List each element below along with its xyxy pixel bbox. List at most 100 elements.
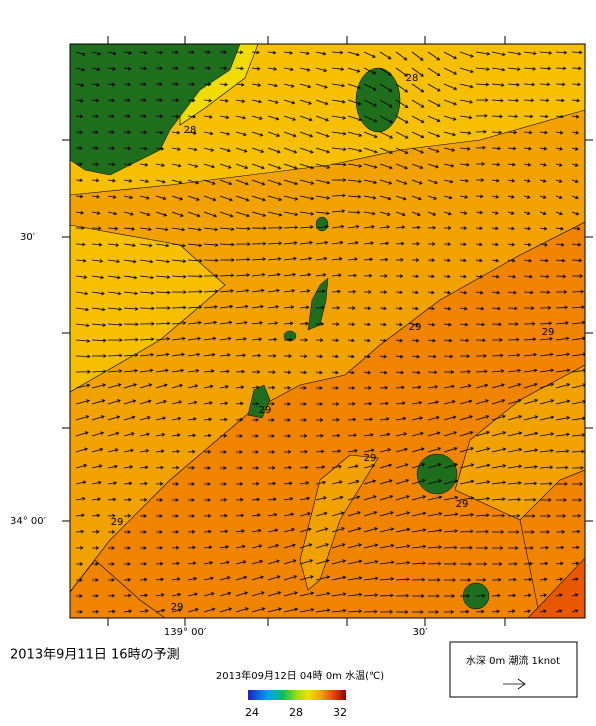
current-arrow — [395, 211, 406, 217]
current-arrow — [123, 546, 131, 550]
current-arrow — [219, 607, 233, 613]
current-arrow — [171, 465, 180, 470]
current-arrow — [123, 383, 137, 389]
current-arrow — [315, 211, 330, 216]
current-arrow — [187, 545, 196, 550]
current-arrow — [155, 383, 168, 389]
current-arrow — [299, 289, 311, 293]
current-arrow — [555, 226, 564, 231]
current-arrow — [235, 529, 245, 533]
current-arrow — [187, 352, 201, 357]
current-arrow — [363, 322, 371, 327]
current-arrow — [219, 545, 230, 549]
current-arrow — [491, 83, 505, 87]
current-arrow — [315, 305, 325, 310]
current-arrow — [187, 66, 195, 71]
current-arrow — [283, 512, 295, 517]
current-arrow — [251, 544, 263, 549]
current-arrow — [443, 51, 458, 60]
current-arrow — [219, 497, 228, 502]
current-arrow — [491, 98, 504, 103]
current-arrow — [523, 609, 531, 614]
current-arrow — [187, 368, 200, 373]
current-arrow — [363, 479, 377, 485]
current-arrow — [363, 448, 375, 453]
current-arrow — [107, 513, 116, 518]
current-arrow — [571, 50, 583, 55]
current-arrow — [91, 82, 100, 87]
current-arrow — [363, 179, 378, 185]
current-arrow — [539, 162, 547, 167]
current-arrow — [411, 147, 424, 154]
current-arrow — [235, 226, 251, 231]
current-arrow — [443, 322, 452, 327]
current-arrow — [91, 354, 107, 358]
current-arrow — [331, 511, 345, 517]
current-arrow — [427, 415, 440, 421]
current-arrow — [171, 259, 187, 264]
current-arrow — [523, 431, 539, 437]
current-arrow — [539, 226, 548, 231]
current-arrow — [155, 163, 165, 168]
current-arrow — [75, 447, 88, 453]
current-arrow — [171, 368, 185, 373]
current-arrow — [299, 496, 311, 501]
current-arrow — [251, 257, 267, 262]
current-arrow — [539, 481, 553, 486]
current-arrow — [187, 274, 203, 279]
current-arrow — [379, 609, 394, 614]
current-arrow — [235, 544, 246, 549]
current-arrow — [507, 130, 518, 135]
current-arrow — [171, 98, 180, 103]
current-arrow — [395, 479, 410, 485]
current-arrow — [139, 50, 148, 55]
current-arrow — [331, 495, 344, 501]
current-arrow — [187, 576, 198, 581]
current-arrow — [395, 354, 404, 359]
current-arrow — [171, 147, 181, 151]
current-arrow — [555, 50, 568, 55]
current-arrow — [427, 610, 439, 614]
current-arrow — [251, 607, 266, 613]
current-arrow — [155, 577, 164, 582]
current-arrow — [235, 337, 247, 341]
current-arrow — [411, 115, 425, 123]
current-arrow — [251, 99, 262, 104]
current-arrow — [555, 449, 570, 454]
current-arrow — [475, 593, 486, 598]
current-arrow — [475, 82, 490, 87]
current-arrow — [283, 543, 296, 549]
current-arrow — [155, 432, 166, 437]
current-arrow — [379, 225, 391, 229]
current-arrow — [411, 416, 424, 421]
current-arrow — [475, 194, 484, 199]
current-arrow — [155, 306, 171, 310]
current-arrow — [283, 179, 299, 186]
current-arrow — [219, 242, 235, 247]
current-arrow — [203, 304, 218, 309]
current-arrow — [235, 257, 251, 262]
current-arrow — [523, 98, 535, 103]
current-arrow — [283, 481, 293, 486]
current-arrow — [75, 146, 83, 151]
current-arrow — [331, 50, 344, 55]
current-arrow — [251, 370, 261, 374]
current-arrow — [411, 511, 427, 517]
current-arrow — [267, 83, 278, 88]
current-arrow — [171, 530, 179, 534]
current-arrow — [203, 227, 219, 232]
current-arrow — [363, 559, 379, 565]
current-arrow — [299, 481, 310, 485]
current-arrow — [539, 305, 552, 310]
current-arrow — [203, 384, 214, 389]
current-arrow — [475, 129, 487, 134]
current-arrow — [459, 83, 474, 89]
current-arrow — [555, 545, 565, 550]
current-arrow — [507, 546, 519, 550]
current-arrow — [459, 131, 472, 135]
legend-arrow — [503, 678, 526, 690]
current-arrow — [267, 497, 277, 502]
lon-label: 139° 00′ — [164, 627, 207, 638]
current-arrow — [443, 83, 458, 91]
